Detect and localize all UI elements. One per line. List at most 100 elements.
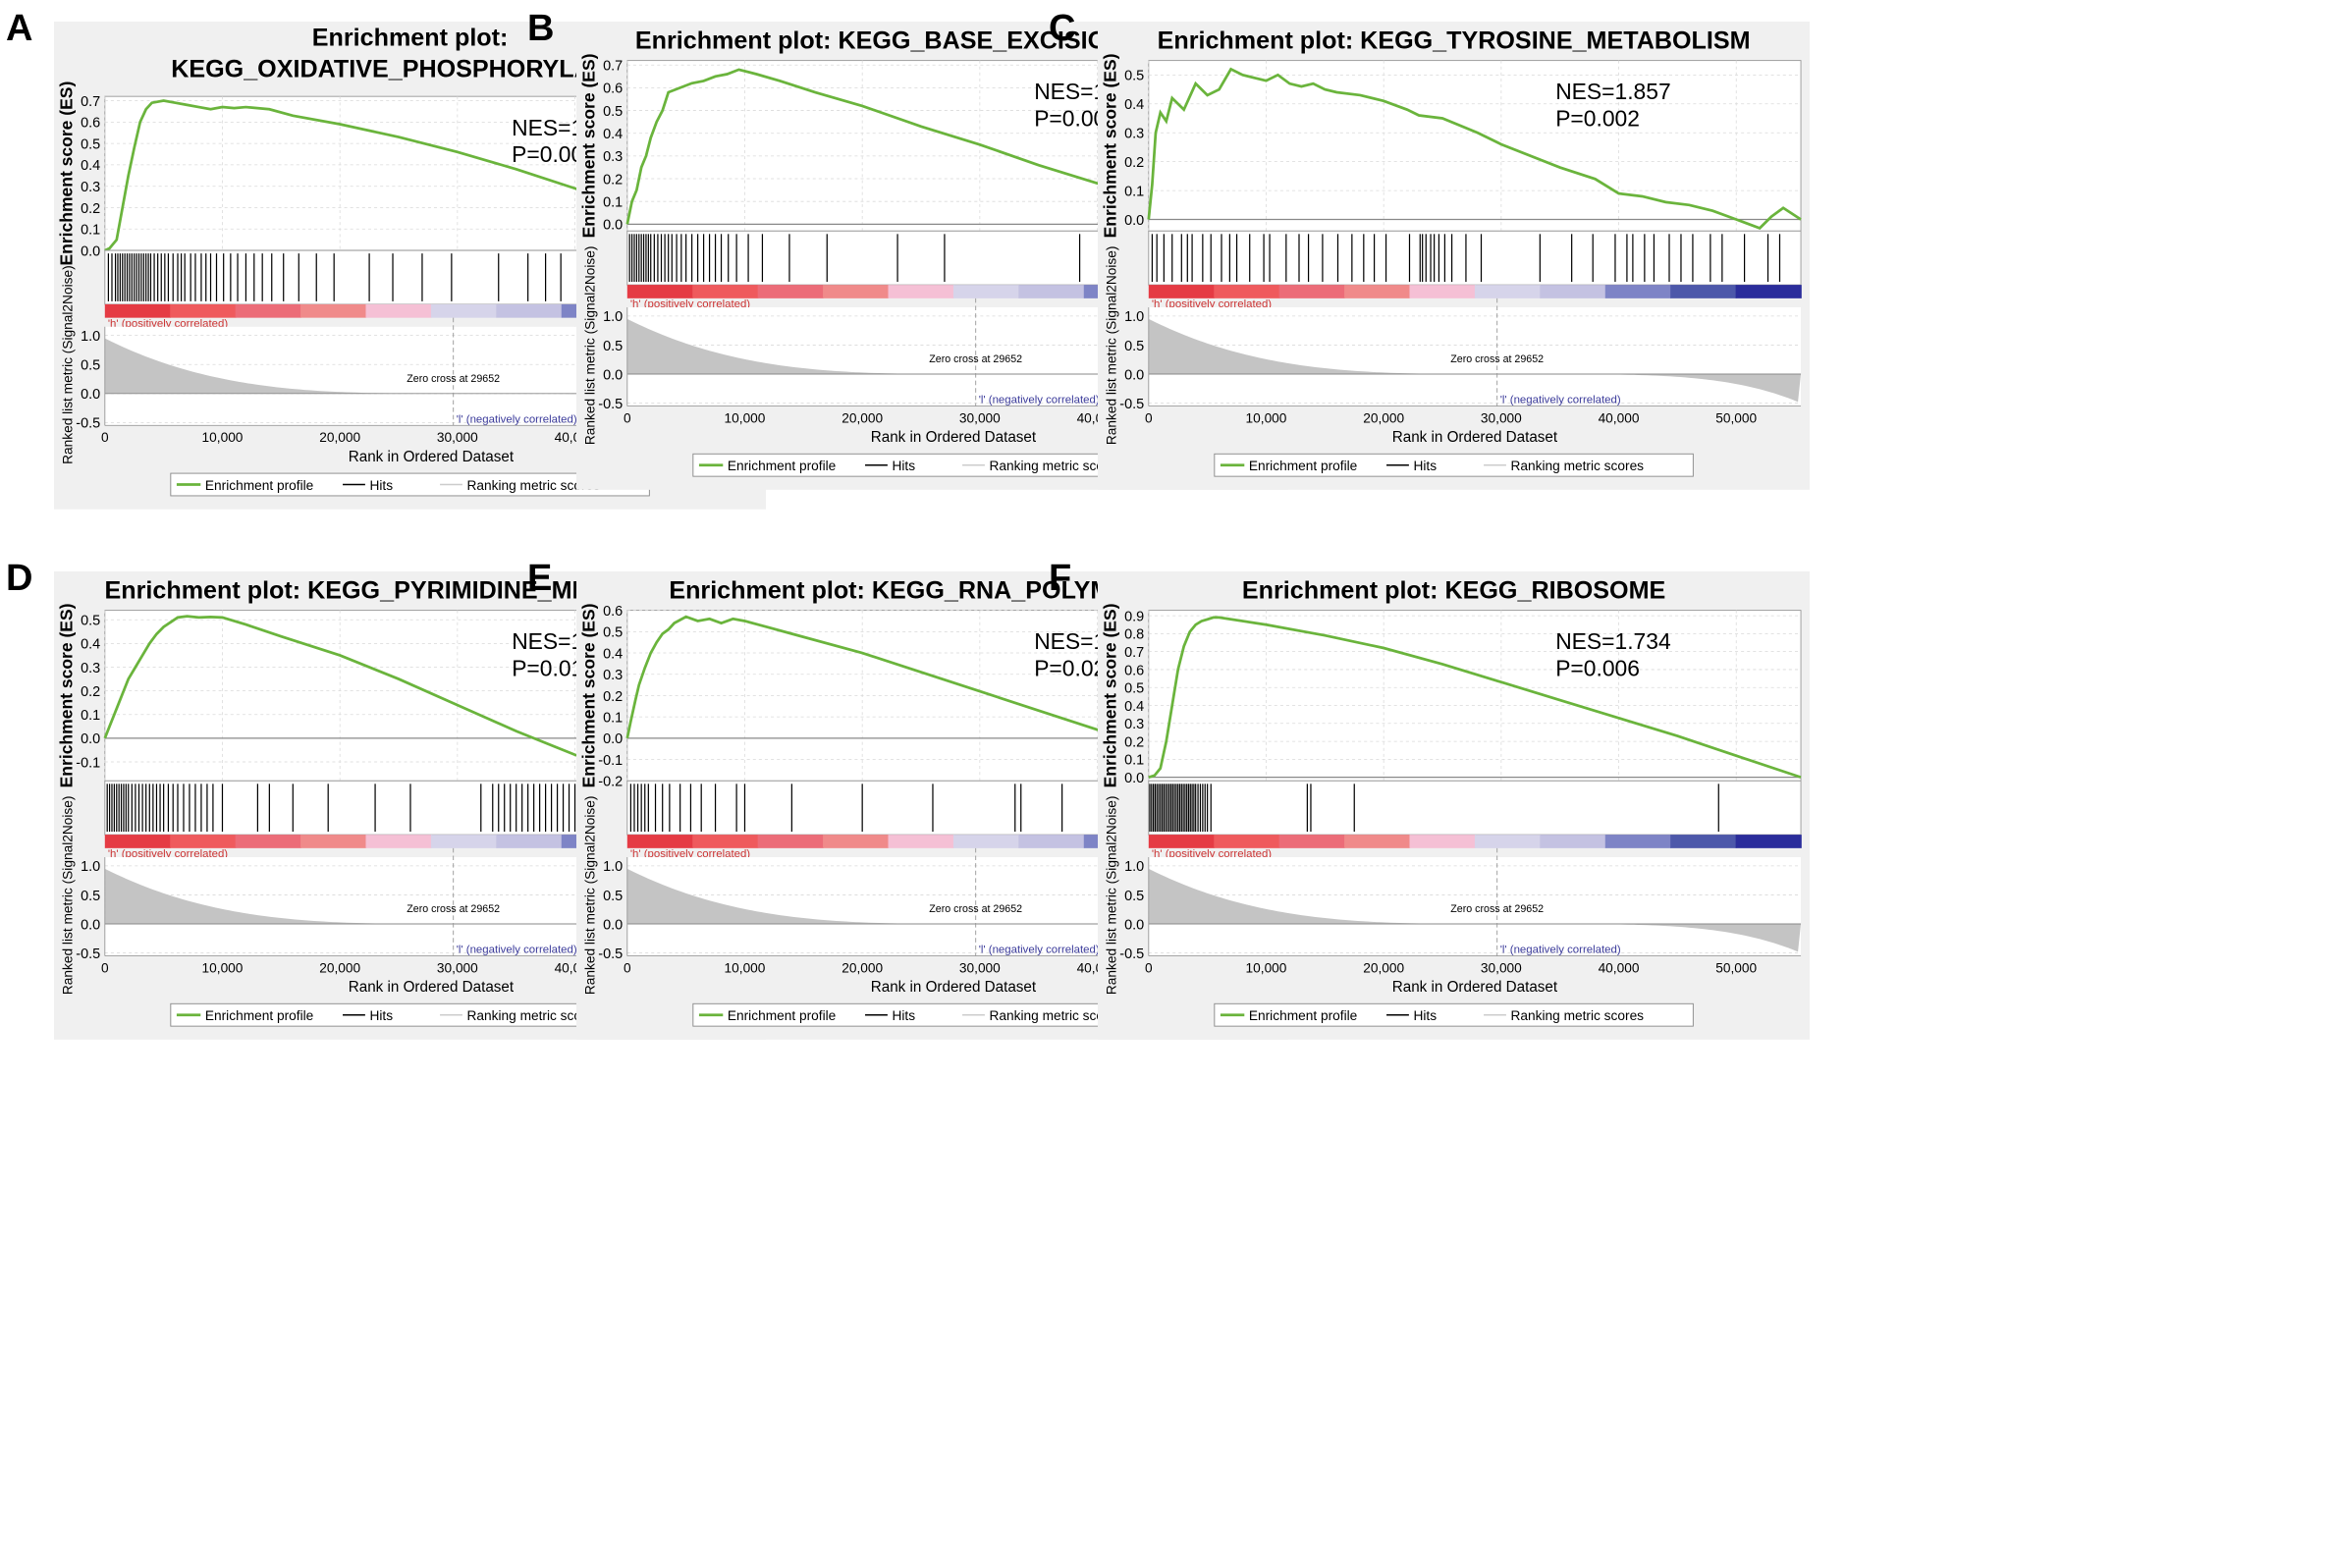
metric-y-axis-label: Ranked list metric (Signal2Noise) [1104,246,1118,446]
metric-y-tick-label: -0.5 [76,416,100,432]
x-tick-label: 10,000 [202,430,244,445]
heatbar-segment [1409,835,1476,848]
negative-correlation-label: 'l' (negatively correlated) [1500,944,1621,955]
metric-y-tick-label: -0.5 [1119,946,1144,962]
metric-y-tick-label: -0.5 [1119,397,1144,412]
es-y-tick-label: 0.3 [1124,717,1144,732]
es-y-tick-label: 0.4 [603,127,623,142]
es-y-tick-label: 0.3 [81,180,100,195]
x-tick-label: 30,000 [1481,410,1522,425]
heatbar-segment [626,285,693,298]
heatbar-segment [757,835,824,848]
negative-correlation-label: 'l' (negatively correlated) [979,394,1100,406]
panel-letter-F: F [1049,558,1072,599]
es-y-tick-label: 0.3 [81,661,100,676]
legend-es-label: Enrichment profile [1249,459,1358,473]
x-tick-label: 50,000 [1715,960,1757,975]
heatbar-segment [1670,835,1737,848]
negative-correlation-label: 'l' (negatively correlated) [457,944,577,955]
es-y-tick-label: 0.2 [603,172,623,188]
ranking-metric-positive [104,338,454,394]
heatbar-segment [1278,285,1345,298]
x-tick-label: 30,000 [959,410,1001,425]
x-tick-label: 30,000 [959,960,1001,975]
legend-metric-label: Ranking metric scores [989,1008,1122,1023]
metric-y-tick-label: 0.0 [1124,367,1144,383]
heatbar-segment [757,285,824,298]
metric-y-tick-label: 0.0 [81,917,100,933]
heatbar-segment [1214,835,1280,848]
x-tick-label: 10,000 [202,960,244,975]
es-y-tick-label: 0.3 [603,668,623,683]
legend-hits-label: Hits [892,1008,915,1023]
x-tick-label: 30,000 [437,960,478,975]
metric-y-tick-label: 0.0 [603,917,623,933]
es-y-tick-label: -0.2 [598,775,623,790]
ranking-metric-positive [626,318,976,375]
legend-metric-label: Ranking metric scores [989,459,1122,473]
x-tick-label: 20,000 [841,960,883,975]
heatbar-segment [1148,285,1215,298]
heatbar-segment [952,285,1020,298]
es-y-tick-label: 0.5 [603,104,623,120]
x-tick-label: 30,000 [1481,960,1522,975]
heatbar-segment [692,835,759,848]
heatbar-segment [1735,835,1802,848]
gsea-chart-C: Enrichment plot: KEGG_TYROSINE_METABOLIS… [1098,22,1811,490]
metric-y-tick-label: 1.0 [1124,309,1144,325]
x-tick-label: 0 [624,410,631,425]
negative-correlation-label: 'l' (negatively correlated) [457,413,577,425]
metric-y-tick-label: 0.0 [81,387,100,403]
es-plot-area [1148,60,1802,232]
x-axis-label: Rank in Ordered Dataset [1392,429,1558,446]
negative-correlation-label: 'l' (negatively correlated) [979,944,1100,955]
x-tick-label: 30,000 [437,430,478,445]
x-tick-label: 20,000 [1363,410,1404,425]
positive-correlation-label: 'h' (positively correlated) [108,318,228,330]
es-y-tick-label: 0.6 [603,81,623,97]
es-y-tick-label: 0.2 [1124,734,1144,750]
p-value: P=0.006 [1555,656,1640,681]
panel-letter-C: C [1049,8,1076,49]
x-tick-label: 10,000 [725,960,766,975]
legend-metric-label: Ranking metric scores [1510,459,1644,473]
x-axis-label: Rank in Ordered Dataset [349,979,515,996]
hit-marks [628,234,1278,283]
heatbar-segment [1604,285,1671,298]
heatbar-segment [235,303,301,318]
gsea-panel-C: Enrichment plot: KEGG_TYROSINE_METABOLIS… [1098,22,1811,725]
enrichment-profile-line [1147,67,1802,230]
ranking-metric-positive [104,868,454,925]
metric-y-tick-label: 0.5 [81,358,100,374]
enrichment-profile-line [1148,616,1802,779]
ranking-metric-positive [1148,318,1497,375]
heatbar-segment [1214,285,1280,298]
heatbar-segment [496,835,563,848]
es-y-tick-label: 0.1 [1124,753,1144,769]
heatbar-segment [365,835,432,848]
es-y-tick-label: 0.5 [1124,681,1144,697]
zero-cross-label: Zero cross at 29652 [407,373,500,385]
x-tick-label: 0 [101,430,109,445]
es-y-tick-label: 0.3 [1124,127,1144,142]
es-y-axis-label: Enrichment score (ES) [1100,604,1119,788]
es-y-tick-label: 0.6 [81,116,100,132]
legend-es-label: Enrichment profile [205,478,314,493]
es-y-tick-label: 0.4 [603,646,623,662]
es-y-tick-label: 0.7 [1124,645,1144,661]
negative-correlation-label: 'l' (negatively correlated) [1500,394,1621,406]
es-y-axis-label: Enrichment score (ES) [578,54,598,239]
legend-metric-label: Ranking metric scores [1510,1008,1644,1023]
hits-area [1148,780,1802,836]
es-y-tick-label: 0.5 [1124,69,1144,84]
hit-marks [1149,784,1719,833]
heatbar-segment [1278,835,1345,848]
ranking-metric-negative [1496,374,1802,403]
heatbar-segment [823,285,890,298]
ranking-metric-positive [1148,868,1497,925]
x-tick-label: 0 [624,960,631,975]
heatbar-segment [430,835,498,848]
es-y-tick-label: 0.1 [81,223,100,239]
legend-metric-label: Ranking metric scores [466,478,600,493]
legend-es-label: Enrichment profile [728,1008,837,1023]
